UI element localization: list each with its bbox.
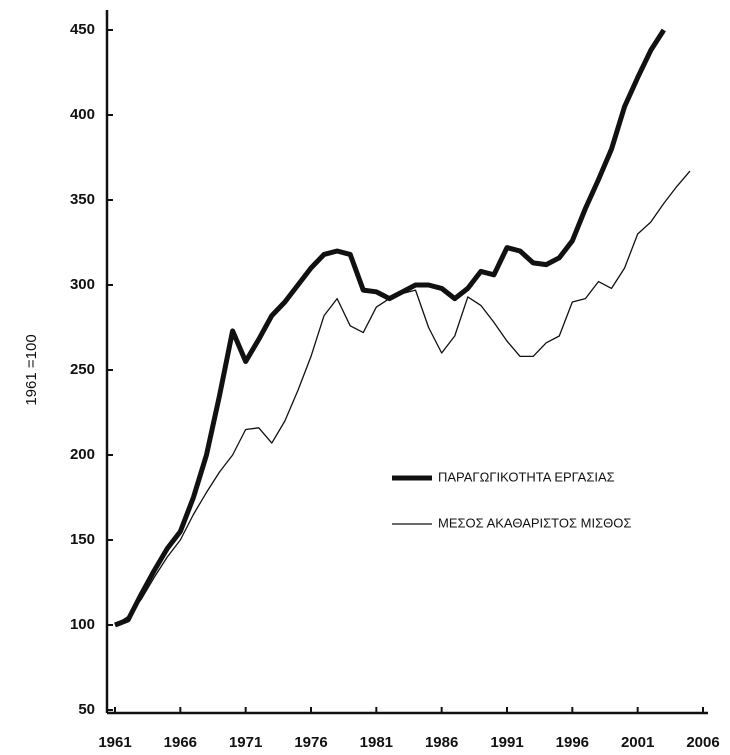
x-tick-label: 1961 (98, 734, 131, 751)
y-tick-label: 100 (70, 616, 95, 633)
y-tick-label: 50 (78, 701, 95, 718)
y-tick-label: 250 (70, 361, 95, 378)
x-tick-label: 2006 (686, 734, 719, 751)
x-tick-label: 2001 (621, 734, 654, 751)
y-tick-label: 350 (70, 191, 95, 208)
y-tick-label: 400 (70, 106, 95, 123)
x-tick-label: 1991 (490, 734, 523, 751)
y-tick-label: 450 (70, 21, 95, 38)
x-tick-label: 1976 (294, 734, 327, 751)
legend-label: ΠΑΡΑΓΩΓΙΚΟΤΗΤΑ ΕΡΓΑΣΙΑΣ (438, 469, 615, 484)
x-tick-label: 1986 (425, 734, 458, 751)
y-tick-label: 200 (70, 446, 95, 463)
x-tick-label: 1996 (556, 734, 589, 751)
y-axis-label: 1961 =100 (23, 334, 40, 405)
y-tick-label: 300 (70, 276, 95, 293)
legend-label: ΜΕΣΟΣ ΑΚΑΘΑΡΙΣΤΟΣ ΜΙΣΘΟΣ (438, 515, 631, 530)
x-tick-label: 1981 (360, 734, 393, 751)
y-tick-label: 150 (70, 531, 95, 548)
x-tick-label: 1966 (164, 734, 197, 751)
series-line (114, 170, 691, 626)
series-line (114, 28, 666, 628)
x-tick-label: 1971 (229, 734, 262, 751)
